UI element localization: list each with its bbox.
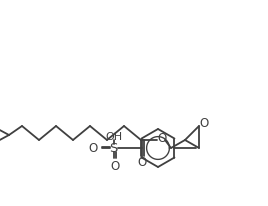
Text: OH: OH [105, 132, 122, 142]
Text: O: O [199, 117, 209, 130]
Text: S: S [109, 142, 118, 154]
Text: O: O [137, 156, 147, 169]
Text: O: O [110, 160, 119, 173]
Text: O: O [88, 142, 97, 154]
Text: O: O [157, 131, 167, 144]
